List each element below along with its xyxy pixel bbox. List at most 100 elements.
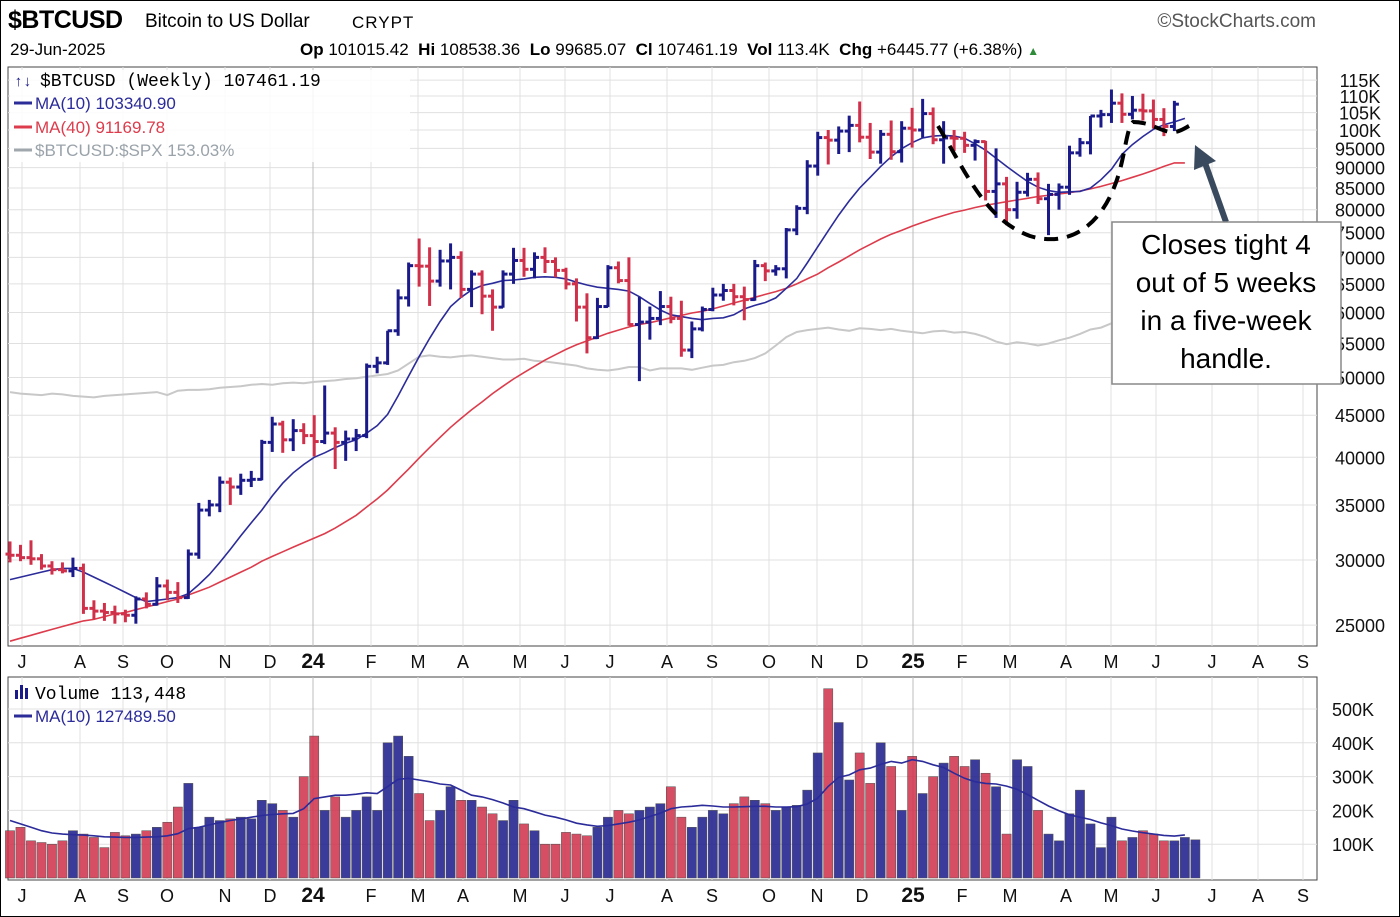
month-label: J <box>18 652 27 672</box>
volume-legend-main: Volume 113,448 <box>35 685 186 705</box>
month-label: M <box>1003 886 1018 906</box>
volume-bar <box>917 793 928 879</box>
volume-bar <box>120 835 131 879</box>
volume-bar <box>791 805 802 879</box>
price-tick-label: 30000 <box>1335 551 1385 571</box>
ohlc-bar <box>141 592 151 609</box>
month-label: O <box>160 652 174 672</box>
ohlc-bar <box>131 596 141 624</box>
ohlc-bar <box>215 476 225 513</box>
ohlc-bar <box>372 356 382 374</box>
volume-bar <box>193 827 204 879</box>
ohlc-bar <box>498 270 508 309</box>
ma10-line <box>9 117 1186 603</box>
ohlc-bar <box>341 430 351 461</box>
volume-bar <box>131 833 141 879</box>
month-label: A <box>1252 652 1264 672</box>
ohlc-bar <box>1127 95 1137 120</box>
month-label: A <box>661 886 673 906</box>
volume-bar <box>445 786 456 879</box>
volume-bar <box>1001 833 1012 879</box>
volume-bar <box>47 843 57 879</box>
volume-bar <box>603 816 613 879</box>
volume-bar <box>277 810 288 879</box>
volume-bar <box>435 810 445 879</box>
price-tick-label: 90000 <box>1335 159 1385 179</box>
annotation-line-1: Closes tight 4 <box>1141 229 1311 260</box>
ohlc-bar <box>1096 109 1106 128</box>
month-label: O <box>762 652 776 672</box>
ohlc-bar <box>15 544 25 562</box>
ohlc-bar <box>204 499 214 517</box>
volume-panel-border <box>7 676 1318 881</box>
month-label: J <box>606 652 615 672</box>
month-label: M <box>1104 886 1119 906</box>
ohlc-bar <box>162 579 172 601</box>
volume-bar <box>340 816 351 879</box>
ohlc-bar <box>970 139 980 161</box>
price-tick-label: 100K <box>1339 121 1381 141</box>
volume-bar <box>812 752 823 879</box>
price-tick-label: 45000 <box>1335 406 1385 426</box>
price-tick-label: 105K <box>1339 104 1381 124</box>
ohlc-bar <box>928 107 938 145</box>
volume-bar <box>592 827 603 879</box>
ohlc-bar <box>425 247 435 306</box>
ohlc-bar <box>519 247 529 277</box>
volume-ma10-path <box>9 758 1185 839</box>
ma40-line <box>9 162 1185 642</box>
volume-bar <box>1096 847 1106 879</box>
volume-bar <box>351 810 362 879</box>
quote-summary: Op 101015.42 Hi 108538.36 Lo 99685.07 Cl… <box>300 40 1039 60</box>
volume-tick-label: 400K <box>1332 734 1374 754</box>
month-label: J <box>561 886 570 906</box>
low-value: 99685.07 <box>555 40 627 59</box>
month-label: S <box>117 886 129 906</box>
month-label: M <box>1104 652 1119 672</box>
volume-bar <box>949 756 959 879</box>
volume-bar <box>256 800 267 879</box>
ohlc-bar <box>456 251 466 298</box>
volume-bar <box>1085 823 1096 879</box>
ohlc-bar <box>26 540 36 565</box>
ohlc-bar <box>634 296 644 382</box>
ohlc-bar <box>571 278 581 322</box>
price-tick-label: 55000 <box>1335 335 1385 355</box>
month-label: 25 <box>901 650 925 673</box>
volume-bar <box>655 803 666 879</box>
volume-bar <box>361 796 372 879</box>
volume-bar <box>519 823 529 879</box>
month-label: M <box>513 652 528 672</box>
ohlc-bar <box>613 261 623 284</box>
volume-bar <box>1127 837 1138 879</box>
volume-bar <box>718 813 729 879</box>
ohlc-bar <box>120 609 130 623</box>
ohlc-bar <box>855 101 865 143</box>
volume-bar <box>57 840 68 879</box>
month-label: J <box>18 886 27 906</box>
ohlc-bar <box>697 306 707 332</box>
volume-bar <box>1064 813 1075 879</box>
ohlc-bar <box>236 473 246 495</box>
ohlc-bar <box>792 205 802 236</box>
ohlc-bar <box>173 582 183 603</box>
month-label: M <box>411 886 426 906</box>
volume-bar <box>666 786 676 879</box>
ohlc-bar <box>362 363 372 439</box>
volume-bar <box>26 840 36 879</box>
volume-bar <box>571 833 582 879</box>
volume-bar <box>844 779 855 879</box>
ohlc-bar <box>760 262 770 282</box>
ohlc-bar <box>110 605 120 624</box>
ohlc-bar <box>1169 100 1179 132</box>
ohlc-bar <box>876 130 886 164</box>
volume-bars <box>5 688 1201 879</box>
volume-icon-bar-3 <box>25 688 28 699</box>
ohlc-bar <box>393 289 403 336</box>
volume-bar <box>1075 789 1085 879</box>
month-label: 24 <box>301 884 325 907</box>
open-label: Op <box>300 40 324 59</box>
symbol-name: Bitcoin to US Dollar <box>145 11 310 32</box>
